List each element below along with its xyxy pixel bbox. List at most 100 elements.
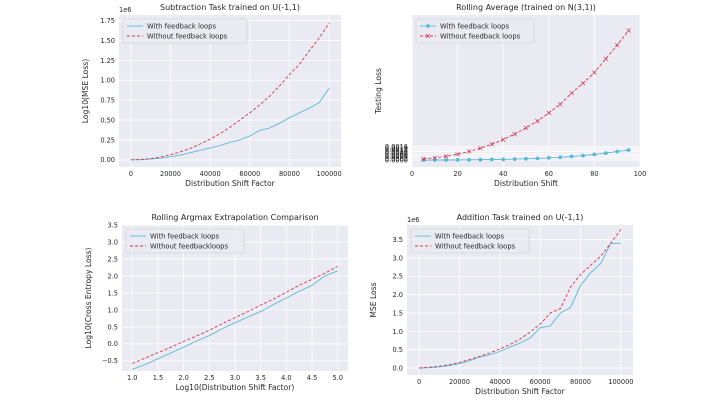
rolling-average-point [535, 118, 540, 124]
addition-x-tick-label: 0 [417, 378, 421, 386]
subtraction-xlabel: Distribution Shift Factor [185, 179, 276, 188]
argmax-legend: With feedback loops Without feedbackloops [125, 228, 245, 254]
argmax-ylabel: Log10(Cross Entropy Loss) [84, 247, 93, 348]
addition-y-tick-label: 1.0 [393, 328, 404, 336]
addition-y-tick-label: 3.5 [393, 236, 404, 244]
subtraction-y-exponent: 1e6 [119, 6, 131, 14]
rolling-average-point [546, 155, 551, 160]
rolling-average-point [443, 154, 449, 159]
rolling-average-point [500, 137, 506, 142]
rolling-average-point [467, 157, 471, 162]
rolling-average-point [535, 156, 540, 161]
addition-title: Addition Task trained on U(-1,1) [457, 213, 584, 222]
rolling-average-point [581, 153, 585, 158]
argmax-series [132, 266, 338, 370]
rolling-average-point [421, 156, 426, 162]
rolling-average-x-tick-label: 0 [410, 170, 414, 178]
rolling-average-point [603, 56, 609, 62]
argmax-x-tick-label: 5.0 [332, 374, 343, 382]
argmax-x-tick-label: 1.0 [127, 374, 138, 382]
rolling-average-point [603, 151, 608, 155]
addition-y-tick-label: 0.5 [393, 346, 404, 354]
rolling-average-point [569, 154, 574, 159]
rolling-average-point [626, 148, 631, 152]
addition-xlabel: Distribution Shift Factor [475, 387, 566, 396]
subtraction-legend-label: Without feedback loops [147, 32, 228, 40]
argmax-y-tick-label: −0.5 [102, 357, 118, 365]
argmax-legend-box [125, 228, 245, 254]
subtraction-y-tick-label: 0.50 [100, 116, 115, 124]
rolling-average-point [523, 125, 529, 131]
addition-y-tick-label: 2.5 [393, 273, 404, 281]
addition-y-exponent: 1e6 [407, 216, 419, 224]
subtraction-x-ticks: 0 20000 40000 60000 80000 100000 [129, 170, 342, 178]
rolling-average-y-tick-label: 0.0016 [385, 143, 408, 151]
rolling-average-point [444, 158, 449, 162]
rolling-average-legend-marker [425, 33, 431, 39]
argmax-y-tick-label: 3.5 [108, 221, 119, 229]
rolling-average-point [455, 157, 460, 162]
argmax-x-tick-label: 3.5 [255, 374, 266, 382]
argmax-x-tick-label: 1.5 [153, 374, 164, 382]
argmax-title: Rolling Argmax Extrapolation Comparison [151, 213, 318, 222]
rolling-average-point [557, 102, 563, 107]
rolling-average-point [592, 152, 597, 157]
subtraction-legend: With feedback loops Without feedback loop… [122, 18, 248, 44]
subtraction-x-tick-label: 80000 [279, 170, 300, 178]
rolling-average-point [614, 42, 620, 48]
rolling-average-y-tick-label: 0.0006 [385, 151, 408, 159]
argmax-x-tick-label: 2.5 [204, 374, 215, 382]
rolling-average-point [580, 81, 586, 86]
rolling-average-point [615, 149, 620, 154]
rolling-average-point [558, 155, 563, 160]
argmax-y-tick-label: 0.0 [108, 340, 119, 348]
addition-legend-label: With feedback loops [435, 232, 504, 240]
rolling-average-point [421, 158, 426, 163]
argmax-legend-label: With feedback loops [150, 232, 219, 240]
rolling-average-legend-marker [426, 24, 430, 28]
rolling-average-point [569, 90, 574, 96]
addition-x-tick-label: 100000 [608, 378, 633, 386]
argmax-y-tick-label: 1.0 [108, 306, 119, 314]
addition-legend-box [410, 228, 530, 254]
rolling-average-point [592, 70, 597, 75]
addition-legend-label: Without feedback loops [435, 242, 516, 250]
rolling-average-point [466, 149, 472, 154]
argmax-y-tick-label: 1.5 [108, 289, 119, 297]
argmax-x-tick-label: 4.5 [307, 374, 318, 382]
addition-y-tick-label: 1.5 [393, 309, 404, 317]
addition-x-tick-label: 60000 [530, 378, 551, 386]
rolling-average-x-tick-label: 40 [499, 170, 507, 178]
subtraction-series [130, 22, 330, 161]
subtraction-chart: 0 20000 40000 60000 80000 100000 0.00 0.25 0.50… [81, 3, 342, 188]
subtraction-title: Subtraction Task trained on U(-1,1) [160, 3, 300, 12]
subtraction-y-tick-label: 1.25 [100, 57, 115, 65]
subtraction-y-tick-label: 1.50 [100, 37, 115, 45]
argmax-x-tick-label: 3.0 [230, 374, 241, 382]
addition-y-tick-label: 0.0 [393, 364, 404, 372]
rolling-average-y-ticks: 0.00000.00020.00040.00060.00080.00100.00… [385, 143, 408, 165]
argmax-y-tick-label: 3.0 [108, 238, 119, 246]
rolling-average-point [524, 156, 528, 161]
rolling-average-y-tick-label: 0.0010 [385, 148, 408, 156]
argmax-y-ticks: −0.5 0.0 0.5 1.0 1.5 2.0 2.5 3.0 3.5 [102, 221, 118, 365]
argmax-xlabel: Log10(Distribution Shift Factor) [176, 383, 295, 392]
rolling-average-y-tick-label: 0.0000 [385, 157, 408, 165]
subtraction-x-tick-label: 100000 [317, 170, 342, 178]
rolling-average-x-tick-label: 60 [545, 170, 553, 178]
subtraction-x-tick-label: 60000 [239, 170, 260, 178]
rolling-average-x-tick-label: 80 [590, 170, 598, 178]
rolling-average-point [478, 145, 483, 151]
rolling-average-point [489, 157, 494, 162]
rolling-average-point [512, 157, 517, 161]
argmax-x-ticks: 1.0 1.5 2.0 2.5 3.0 3.5 4.0 4.5 5.0 [127, 374, 343, 382]
subtraction-y-tick-label: 0.25 [100, 136, 115, 144]
rolling-average-y-tick-label: 0.0002 [385, 155, 408, 163]
argmax-x-tick-label: 4.0 [281, 374, 292, 382]
rolling-average-ylabel: Testing Loss [374, 68, 383, 115]
rolling-average-x-tick-label: 100 [634, 170, 647, 178]
addition-chart: 0 20000 40000 60000 80000 100000 0.0 0.5 1.0 1.5… [369, 213, 633, 396]
addition-series [419, 229, 622, 369]
rolling-average-point [455, 151, 460, 157]
rolling-average-y-tick-label: 0.0008 [385, 150, 408, 158]
